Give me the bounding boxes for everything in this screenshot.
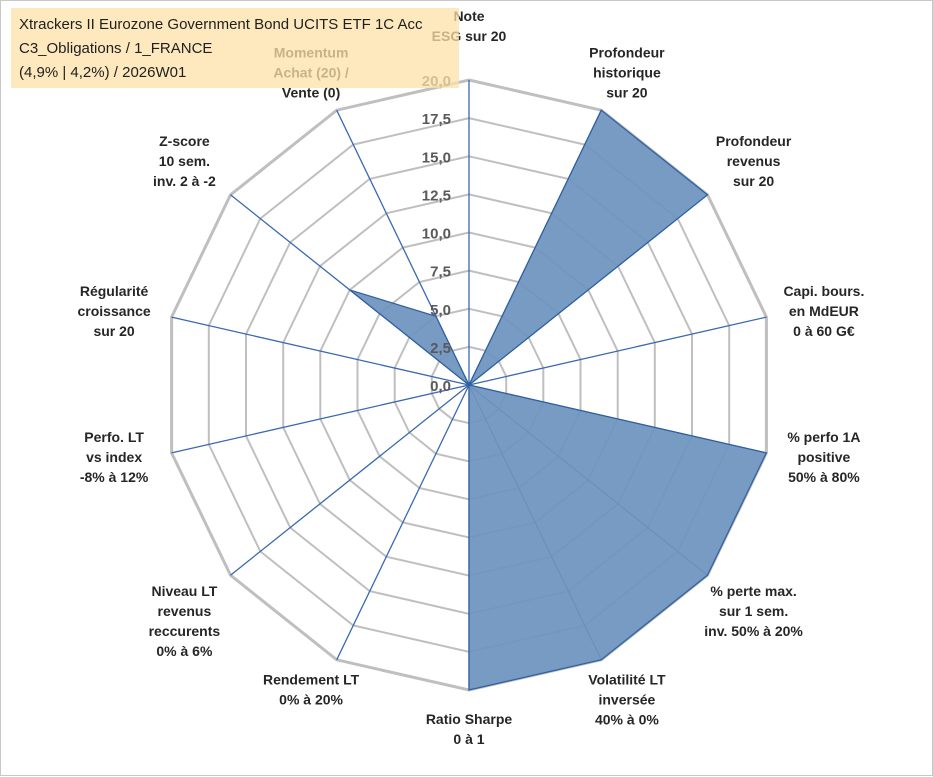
axis-label-6-line-2: 40% à 0% [595,711,659,727]
axis-label-5-line-2: inv. 50% à 20% [704,623,803,639]
axis-label-2: Profondeur revenus sur 20 [716,133,792,189]
axis-label-1-line-1: historique [593,65,661,81]
series-polygon-0 [349,109,768,691]
tick-label-2: 5,0 [430,302,451,319]
axis-label-10-line-1: vs index [86,449,142,465]
axis-label-9-line-3: 0% à 6% [156,643,213,659]
axis-label-4: % perfo 1A positive 50% à 80% [787,429,860,485]
axis-label-7-line-0: Ratio Sharpe [426,711,513,727]
axis-label-9-line-2: reccurents [149,623,221,639]
axis-label-6-line-0: Volatilité LT [588,671,666,687]
axis-label-4-line-2: 50% à 80% [788,469,860,485]
axis-label-7: Ratio Sharpe 0 à 1 [426,711,513,747]
axis-spoke-3 [468,316,767,386]
category-line: C3_Obligations / 1_FRANCE [19,40,213,57]
axis-spoke-9 [230,384,470,576]
axis-label-3: Capi. bours. en MdEUR 0 à 60 G€ [783,283,864,339]
axis-label-2-line-2: sur 20 [733,173,774,189]
axis-label-1-line-0: Profondeur [589,45,665,61]
axis-label-13-line-2: Vente (0) [282,85,340,101]
axis-label-10-line-0: Perfo. LT [84,429,144,445]
axis-label-1: Profondeur historique sur 20 [589,45,665,101]
tick-label-7: 17,5 [422,111,451,128]
axis-label-7-line-1: 0 à 1 [453,731,484,747]
tick-label-6: 15,0 [422,149,451,166]
axis-label-8-line-0: Rendement LT [263,671,360,687]
axis-label-11-line-2: sur 20 [93,323,134,339]
axis-label-2-line-1: revenus [727,153,781,169]
tick-label-4: 10,0 [422,226,451,243]
axis-label-5-line-0: % perte max. [710,583,796,599]
axis-label-3-line-1: en MdEUR [789,303,859,319]
axis-spoke-10 [171,384,470,454]
axis-label-12-line-0: Z-score [159,133,210,149]
axis-label-4-line-0: % perfo 1A [787,429,860,445]
tick-label-1: 2,5 [430,340,451,357]
tick-label-0: 0,0 [430,378,451,395]
axis-spoke-8 [336,384,470,661]
axis-label-9-line-0: Niveau LT [151,583,217,599]
axis-label-4-line-1: positive [797,449,850,465]
axis-label-2-line-0: Profondeur [716,133,792,149]
title-box: Xtrackers II Eurozone Government Bond UC… [11,8,459,88]
tick-label-3: 7,5 [430,264,451,281]
axis-label-10: Perfo. LT vs index -8% à 12% [80,429,149,485]
axis-label-11-line-0: Régularité [80,283,149,299]
axis-label-6-line-1: inversée [598,691,655,707]
axis-label-3-line-0: Capi. bours. [783,283,864,299]
axis-label-5-line-1: sur 1 sem. [719,603,788,619]
axis-label-1-line-2: sur 20 [606,85,647,101]
axis-label-12-line-1: 10 sem. [159,153,210,169]
axis-label-8-line-1: 0% à 20% [279,691,343,707]
fund-name: Xtrackers II Eurozone Government Bond UC… [19,16,423,33]
axis-spoke-11 [171,316,470,386]
axis-label-10-line-2: -8% à 12% [80,469,149,485]
series-area [349,109,768,691]
axis-label-3-line-2: 0 à 60 G€ [793,323,855,339]
axis-label-11-line-1: croissance [78,303,151,319]
axis-label-5: % perte max. sur 1 sem. inv. 50% à 20% [704,583,803,639]
axis-label-11: Régularité croissance sur 20 [78,283,151,339]
axis-label-9-line-1: revenus [158,603,212,619]
axis-label-8: Rendement LT 0% à 20% [263,671,360,707]
axis-label-6: Volatilité LT inversée 40% à 0% [588,671,666,727]
axis-label-0-line-0: Note [453,8,484,24]
axis-label-9: Niveau LT revenus reccurents 0% à 6% [149,583,221,659]
axis-label-12-line-2: inv. 2 à -2 [153,173,216,189]
performance-week-line: (4,9% | 4,2%) / 2026W01 [19,64,187,81]
axis-label-12: Z-score 10 sem. inv. 2 à -2 [153,133,216,189]
tick-label-5: 12,5 [422,187,451,204]
